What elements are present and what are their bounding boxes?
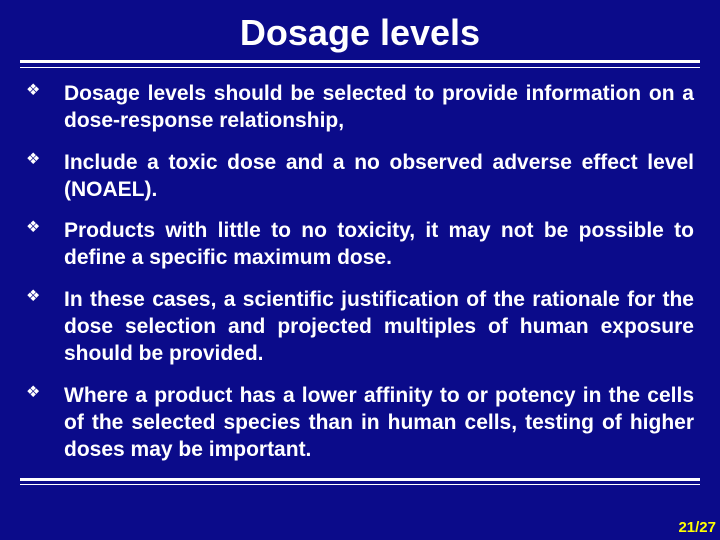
title-rule-thin [20, 67, 700, 68]
page-number: 21/27 [678, 519, 716, 536]
diamond-bullet-icon: ❖ [26, 149, 64, 168]
list-item: ❖ Where a product has a lower affinity t… [26, 382, 694, 464]
bullet-text: Include a toxic dose and a no observed a… [64, 149, 694, 204]
slide-title: Dosage levels [20, 12, 700, 54]
title-rule-thick [20, 60, 700, 63]
bullet-text: Dosage levels should be selected to prov… [64, 80, 694, 135]
bullet-text: Products with little to no toxicity, it … [64, 217, 694, 272]
diamond-bullet-icon: ❖ [26, 80, 64, 99]
list-item: ❖ Include a toxic dose and a no observed… [26, 149, 694, 204]
diamond-bullet-icon: ❖ [26, 382, 64, 401]
slide: Dosage levels ❖ Dosage levels should be … [0, 0, 720, 540]
bottom-rule-thin [20, 484, 700, 485]
list-item: ❖ In these cases, a scientific justifica… [26, 286, 694, 368]
bullet-list: ❖ Dosage levels should be selected to pr… [20, 80, 700, 464]
list-item: ❖ Dosage levels should be selected to pr… [26, 80, 694, 135]
diamond-bullet-icon: ❖ [26, 217, 64, 236]
bullet-text: In these cases, a scientific justificati… [64, 286, 694, 368]
bottom-rule-thick [20, 478, 700, 481]
bullet-text: Where a product has a lower affinity to … [64, 382, 694, 464]
diamond-bullet-icon: ❖ [26, 286, 64, 305]
list-item: ❖ Products with little to no toxicity, i… [26, 217, 694, 272]
